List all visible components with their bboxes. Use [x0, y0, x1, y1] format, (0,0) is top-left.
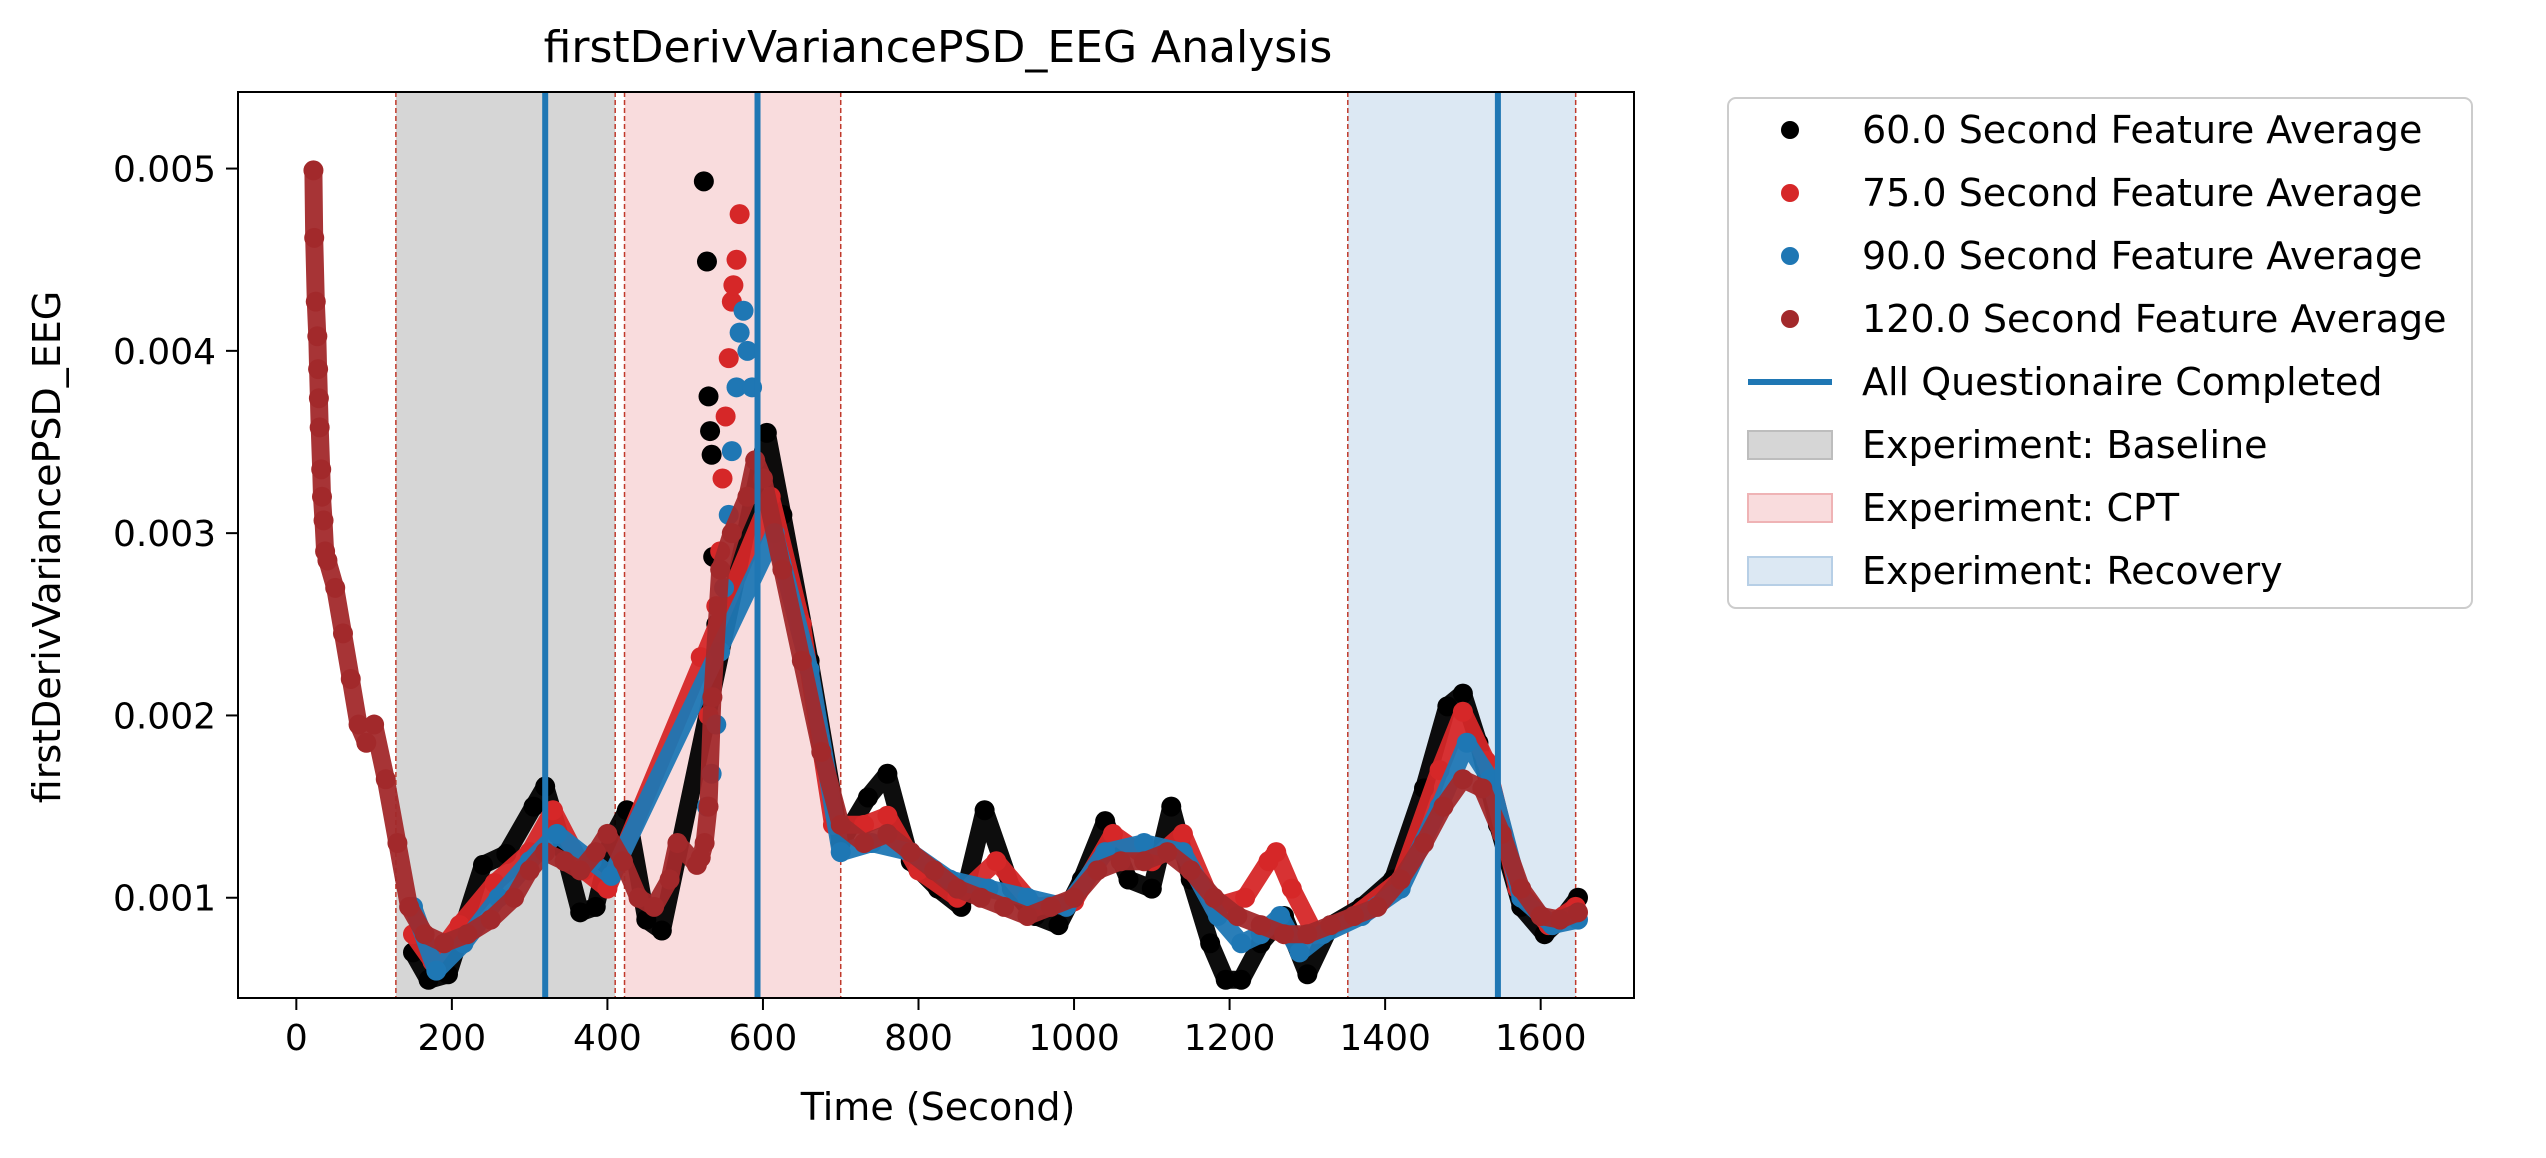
y-tick-label-1: 0.002: [113, 696, 216, 737]
x-tick-label-2: 400: [573, 1018, 642, 1059]
series-3-trace: [304, 161, 1587, 953]
series-0-point-17: [700, 421, 721, 442]
y-tick-label-4: 0.005: [113, 150, 216, 191]
series-2-point-14: [721, 441, 742, 462]
series-2-point-17: [733, 300, 754, 321]
legend-label-4: All Questionaire Completed: [1862, 360, 2383, 404]
legend-label-2: 90.0 Second Feature Average: [1862, 234, 2422, 278]
legend: 60.0 Second Feature Average 75.0 Second F…: [1727, 97, 2473, 609]
series-1-point-17: [726, 249, 747, 270]
shaded-regions: [395, 92, 1577, 998]
y-tick-label-2: 0.003: [113, 514, 216, 555]
x-axis-ticks: 0 200 400 600 800 1000 1200 1400 1600: [285, 998, 1587, 1059]
x-axis-label: Time (Second): [800, 1085, 1076, 1129]
region-2: [1347, 92, 1576, 998]
plot-frame: [237, 91, 1635, 999]
legend-label-6: Experiment: CPT: [1862, 486, 2180, 530]
y-tick-label-0: 0.001: [113, 879, 216, 920]
legend-marker-1: [1781, 184, 1799, 202]
legend-items: 60.0 Second Feature Average 75.0 Second F…: [1747, 108, 2447, 593]
series-1-point-13: [715, 406, 736, 427]
legend-label-5: Experiment: Baseline: [1862, 423, 2268, 467]
legend-label-3: 120.0 Second Feature Average: [1862, 297, 2447, 341]
legend-box: [1727, 97, 2473, 609]
series-0-point-18: [701, 444, 722, 465]
x-tick-label-3: 600: [729, 1018, 798, 1059]
series-0-point-16: [698, 386, 719, 407]
x-tick-label-6: 1200: [1184, 1018, 1276, 1059]
x-tick-label-8: 1600: [1495, 1018, 1587, 1059]
legend-marker-0: [1781, 121, 1799, 139]
y-tick-label-3: 0.004: [113, 332, 216, 373]
legend-label-0: 60.0 Second Feature Average: [1862, 108, 2422, 152]
chart-title: firstDerivVariancePSD_EEG Analysis: [544, 22, 1333, 73]
y-axis-ticks: 0.001 0.002 0.003 0.004 0.005: [113, 150, 238, 920]
series-0-point-14: [693, 171, 714, 192]
x-tick-label-7: 1400: [1339, 1018, 1431, 1059]
legend-patch-6: [1747, 493, 1833, 523]
legend-patch-5: [1747, 430, 1833, 460]
legend-label-1: 75.0 Second Feature Average: [1862, 171, 2422, 215]
series-0-point-15: [696, 251, 717, 272]
legend-label-7: Experiment: Recovery: [1862, 549, 2283, 593]
series-2-point-15: [726, 377, 747, 398]
x-tick-label-0: 0: [285, 1018, 308, 1059]
questionnaire-lines: [542, 92, 1501, 998]
data-series: [303, 160, 1589, 990]
legend-marker-3: [1781, 310, 1799, 328]
x-tick-label-5: 1000: [1028, 1018, 1120, 1059]
x-tick-label-4: 800: [884, 1018, 953, 1059]
series-1-point-18: [729, 204, 750, 225]
legend-patch-7: [1747, 556, 1833, 586]
x-tick-label-1: 200: [418, 1018, 487, 1059]
series-1-point-16: [723, 275, 744, 296]
series-1-point-14: [718, 348, 739, 369]
series-3: [303, 160, 1589, 954]
y-axis-label: firstDerivVariancePSD_EEG: [25, 291, 69, 803]
series-2-point-18: [737, 340, 758, 361]
series-1-point-12: [712, 468, 733, 489]
series-2-point-16: [729, 322, 750, 343]
legend-marker-2: [1781, 247, 1799, 265]
